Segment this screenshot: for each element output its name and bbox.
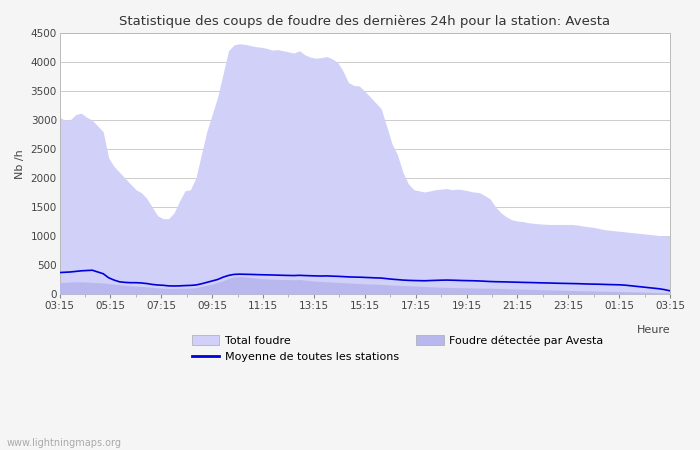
Legend: Total foudre, Moyenne de toutes les stations, Foudre détectée par Avesta: Total foudre, Moyenne de toutes les stat… [187,331,608,366]
Text: www.lightningmaps.org: www.lightningmaps.org [7,438,122,448]
Text: Heure: Heure [636,325,670,335]
Title: Statistique des coups de foudre des dernières 24h pour la station: Avesta: Statistique des coups de foudre des dern… [119,15,610,28]
Y-axis label: Nb /h: Nb /h [15,149,25,179]
